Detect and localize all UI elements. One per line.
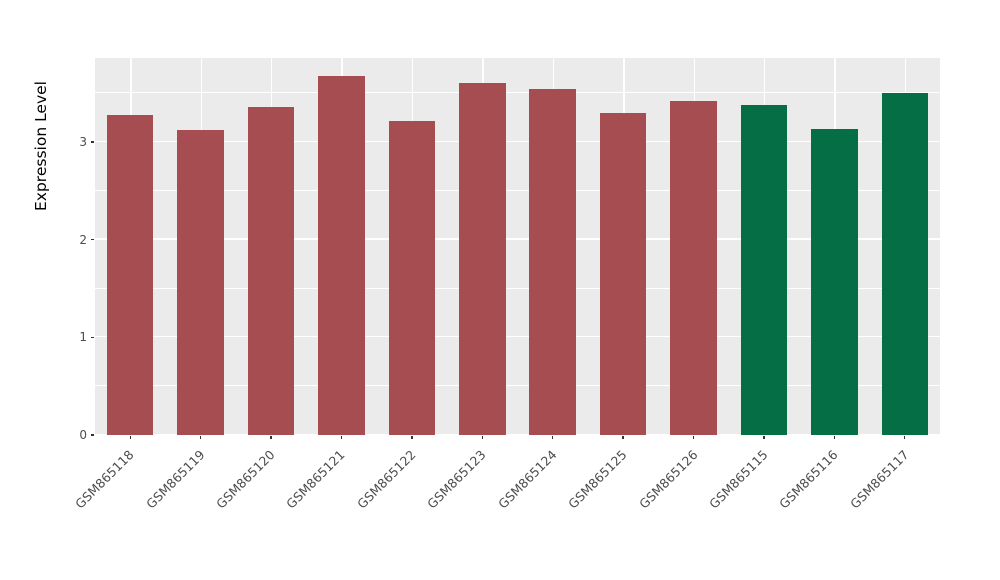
- minor-gridline: [95, 190, 940, 191]
- bar-GSM865123: [459, 83, 506, 435]
- major-gridline: [95, 335, 940, 338]
- major-gridline: [95, 238, 940, 240]
- y-tick-mark: [91, 336, 94, 339]
- plot-panel: [95, 58, 940, 435]
- minor-gridline: [95, 385, 940, 387]
- minor-gridline: [95, 92, 940, 94]
- x-tick-mark: [763, 436, 765, 439]
- x-tick-mark: [833, 436, 836, 439]
- y-tick-mark: [91, 141, 94, 143]
- bar-GSM865118: [106, 114, 154, 435]
- x-tick-mark: [692, 436, 695, 439]
- x-tick-mark: [481, 436, 483, 439]
- bar-GSM865116: [811, 129, 858, 435]
- bar-GSM865122: [388, 120, 436, 435]
- bar-GSM865117: [881, 93, 929, 435]
- bar-GSM865121: [318, 75, 365, 435]
- x-tick-mark: [552, 436, 554, 439]
- minor-gridline: [95, 287, 940, 289]
- y-tick-label: 0: [79, 428, 87, 442]
- y-axis-title: Expression Level: [32, 81, 50, 211]
- bar-GSM865119: [177, 130, 224, 435]
- y-tick-label: 2: [79, 232, 87, 247]
- x-tick-mark: [904, 436, 906, 439]
- y-tick-mark: [91, 238, 94, 241]
- x-tick-mark: [129, 436, 131, 439]
- y-tick-label: 3: [79, 134, 87, 149]
- bar-GSM865124: [529, 89, 576, 435]
- y-tick-mark: [91, 434, 94, 436]
- y-tick-label: 1: [79, 330, 87, 345]
- x-tick-mark: [199, 436, 202, 439]
- bar-GSM865115: [740, 104, 788, 435]
- bar-GSM865125: [599, 112, 647, 435]
- x-tick-mark: [622, 436, 624, 439]
- x-tick-mark: [270, 436, 272, 439]
- x-tick-mark: [340, 436, 343, 439]
- bar-GSM865120: [247, 106, 295, 435]
- major-gridline: [95, 140, 940, 142]
- x-tick-mark: [411, 436, 413, 439]
- bar-GSM865126: [670, 100, 717, 435]
- major-gridline: [95, 433, 940, 435]
